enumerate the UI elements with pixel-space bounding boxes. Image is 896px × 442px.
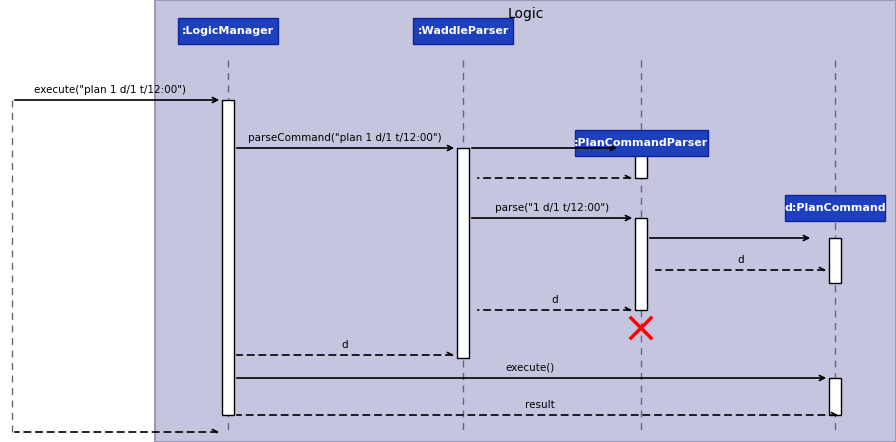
Bar: [829, 238, 841, 283]
Bar: [222, 100, 234, 415]
Bar: [635, 148, 647, 178]
Text: parse("1 d/1 t/12:00"): parse("1 d/1 t/12:00"): [495, 203, 609, 213]
Text: :PlanCommandParser: :PlanCommandParser: [573, 138, 708, 148]
Bar: [829, 378, 841, 415]
Text: d: d: [341, 340, 349, 350]
Bar: [177, 18, 279, 44]
Bar: [785, 195, 885, 221]
Text: d:PlanCommand: d:PlanCommand: [784, 203, 886, 213]
Text: result: result: [525, 400, 555, 410]
Text: parseCommand("plan 1 d/1 t/12:00"): parseCommand("plan 1 d/1 t/12:00"): [248, 133, 442, 143]
Text: :WaddleParser: :WaddleParser: [418, 26, 509, 36]
Text: d: d: [552, 295, 558, 305]
Text: Logic: Logic: [507, 7, 544, 21]
Bar: [574, 130, 708, 156]
Text: :LogicManager: :LogicManager: [182, 26, 274, 36]
Text: execute(): execute(): [505, 363, 555, 373]
Bar: [413, 18, 513, 44]
Bar: [155, 0, 896, 442]
Bar: [457, 148, 469, 358]
Text: execute("plan 1 d/1 t/12:00"): execute("plan 1 d/1 t/12:00"): [34, 85, 186, 95]
Bar: [635, 218, 647, 310]
Text: d: d: [737, 255, 745, 265]
